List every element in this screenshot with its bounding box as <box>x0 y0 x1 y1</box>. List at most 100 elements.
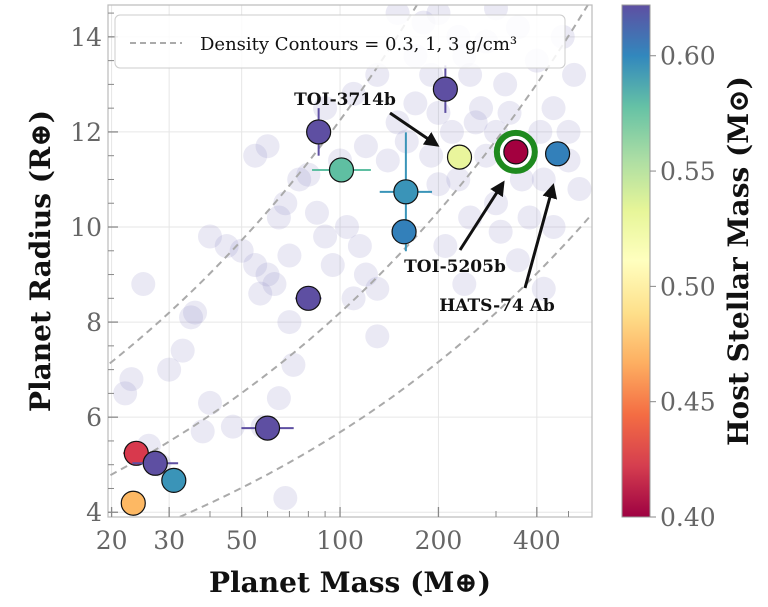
colorbar-ticks: 0.40 0.45 0.50 0.55 0.60 <box>650 42 716 532</box>
background-planet-point <box>281 352 306 377</box>
background-planet-point <box>469 96 494 121</box>
axis-ticks: 20 30 50 100 200 400 4 6 8 10 12 14 <box>70 12 570 555</box>
background-planet-point <box>341 81 366 106</box>
background-planet-point <box>273 191 298 216</box>
background-planet-point <box>541 96 566 121</box>
background-planet-point <box>197 390 222 415</box>
background-planet-point <box>419 143 444 168</box>
background-planet-point <box>347 234 372 259</box>
background-planet-point <box>567 176 592 201</box>
background-planet-point <box>220 414 245 439</box>
x-tick-label: 50 <box>226 526 258 555</box>
x-tick-label: 200 <box>415 526 463 555</box>
colorbar <box>621 4 651 518</box>
planet-point <box>161 467 187 493</box>
y-tick-label: 10 <box>70 213 102 242</box>
background-planet-point <box>483 191 508 216</box>
annotation-arrow <box>458 180 505 251</box>
background-planet-point <box>541 215 566 240</box>
colorbar-tick-label: 0.40 <box>660 503 716 532</box>
background-planet-point <box>375 148 400 173</box>
x-tick-label: 20 <box>96 526 128 555</box>
background-planet-point <box>248 281 273 306</box>
background-planet-point <box>229 238 254 263</box>
background-planet-point <box>334 215 359 240</box>
colorbar-tick-label: 0.60 <box>660 42 716 71</box>
background-planet-point <box>493 72 518 97</box>
background-planet-point <box>353 134 378 159</box>
y-tick-label: 12 <box>70 118 102 147</box>
y-tick-label: 14 <box>70 23 102 52</box>
background-planet-point <box>190 419 215 444</box>
background-planet-point <box>119 367 144 392</box>
y-tick-label: 8 <box>86 308 102 337</box>
background-planet-point <box>385 110 410 135</box>
planet-point <box>503 139 529 165</box>
background-planet-point <box>517 205 542 230</box>
annotation-label: HATS-74 Ab <box>439 296 555 316</box>
background-planet-point <box>365 276 390 301</box>
y-tick-label: 6 <box>86 403 102 432</box>
background-planet-point <box>365 324 390 349</box>
background-planet-point <box>243 143 268 168</box>
planet-point <box>432 76 458 102</box>
x-tick-label: 30 <box>153 526 185 555</box>
colorbar-tick-label: 0.45 <box>660 388 716 417</box>
background-planet-point <box>131 272 156 297</box>
background-planet-point <box>403 91 428 116</box>
background-planet-point <box>313 224 338 249</box>
background-planet-point <box>183 300 208 325</box>
planet-point <box>391 219 417 245</box>
x-axis-label: Planet Mass (M⊕) <box>209 566 491 599</box>
annotation-arrow <box>523 183 558 289</box>
background-planet-point <box>458 205 483 230</box>
background-planet-point <box>262 272 287 297</box>
background-planet-point <box>304 200 329 225</box>
background-planet-point <box>463 110 488 135</box>
annotations: TOI-3714b TOI-5205b HATS-74 Ab <box>294 90 558 316</box>
background-planet-point <box>488 219 513 244</box>
annotation-label: TOI-3714b <box>294 90 396 110</box>
planet-point <box>142 450 168 476</box>
planet-point <box>306 119 332 145</box>
background-planet-point <box>266 386 291 411</box>
background-planet-point <box>197 224 222 249</box>
planet-point <box>328 157 355 183</box>
y-axis-label: Planet Radius (R⊕) <box>24 110 57 412</box>
x-tick-label: 100 <box>316 526 364 555</box>
y-tick-label: 4 <box>86 498 102 527</box>
density-contour-line <box>108 5 419 367</box>
planet-point <box>254 415 281 441</box>
background-planet-point <box>353 262 378 287</box>
planet-point <box>393 179 419 205</box>
density-contour-line <box>108 5 589 478</box>
colorbar-tick-label: 0.55 <box>660 157 716 186</box>
background-planet-point <box>157 357 182 382</box>
background-planet-point <box>320 253 345 278</box>
background-planet-point <box>528 119 553 144</box>
colorbar-tick-label: 0.50 <box>660 272 716 301</box>
background-planet-point <box>277 310 302 335</box>
planet-point <box>295 285 321 311</box>
background-planet-point <box>170 338 195 363</box>
background-planet-point <box>426 100 451 125</box>
density-contours <box>108 5 592 517</box>
background-planet-point <box>277 243 302 268</box>
background-planet-point <box>273 485 298 510</box>
legend-box <box>114 14 566 69</box>
plot-frame <box>107 4 593 518</box>
annotation-label: TOI-5205b <box>404 257 506 277</box>
background-planet-point <box>266 205 291 230</box>
background-planet-point <box>452 272 477 297</box>
density-contour-line <box>177 212 592 517</box>
background-planet-point <box>365 62 390 87</box>
background-planet-point <box>179 305 204 330</box>
background-planet-point <box>458 62 483 87</box>
background-planet-point <box>556 119 581 144</box>
planet-point <box>120 490 146 516</box>
background-planet-point <box>562 62 587 87</box>
background-planet-point <box>255 262 280 287</box>
background-planet-point <box>433 234 458 259</box>
background-planet-point <box>474 143 499 168</box>
